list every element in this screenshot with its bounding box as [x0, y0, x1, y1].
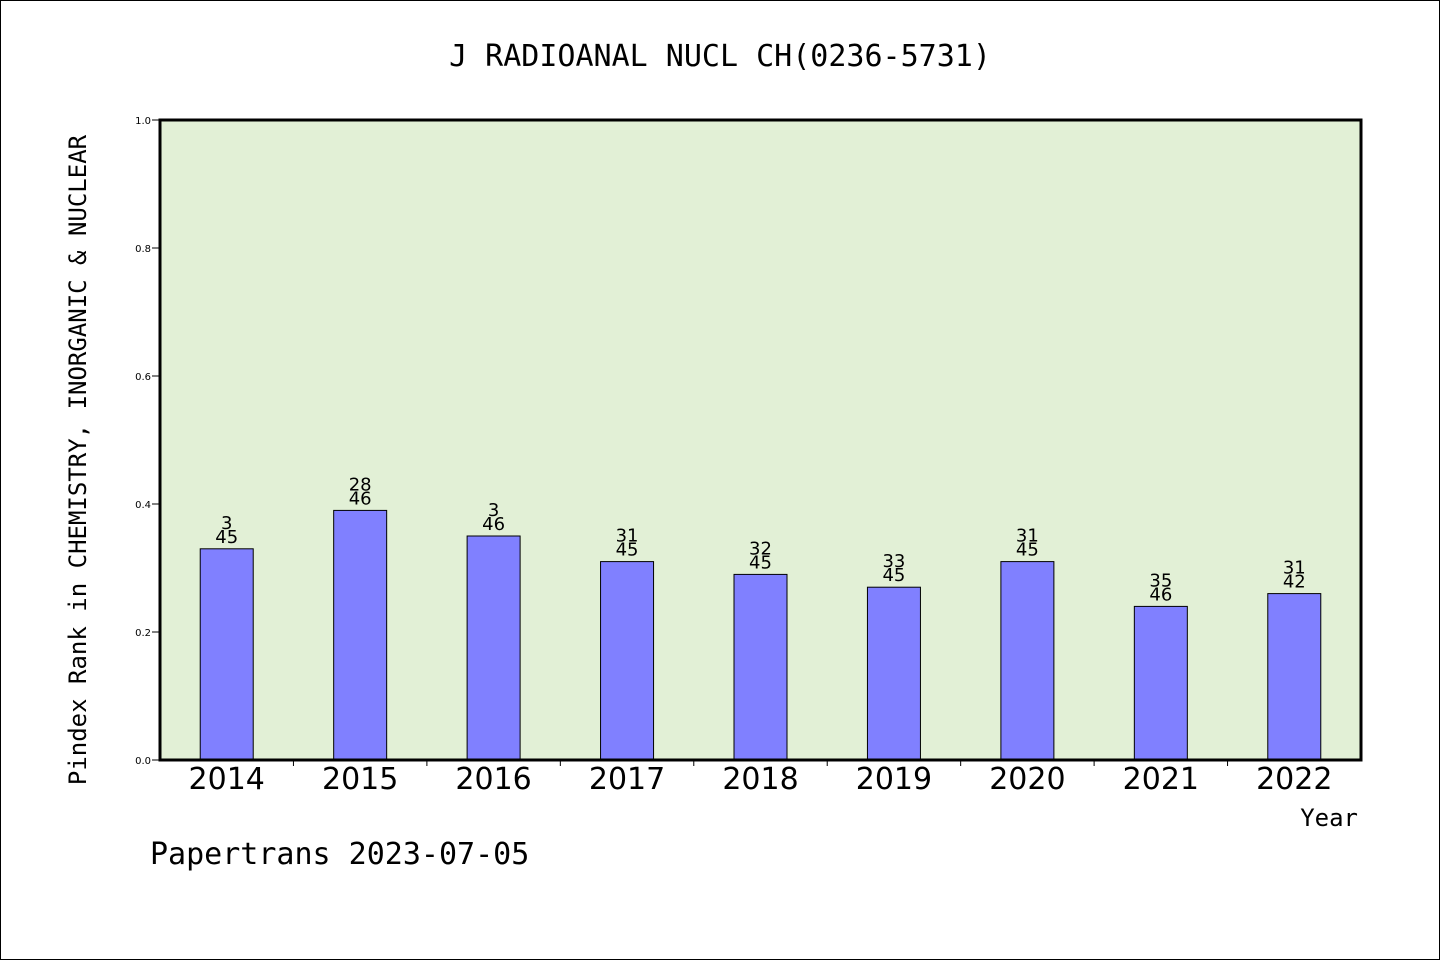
x-tick-label: 2021: [1123, 762, 1199, 797]
bar-total-label: 45: [882, 565, 905, 586]
y-tick-label: 0.8: [135, 244, 151, 255]
bar-rank-label: 32: [749, 538, 772, 559]
bar-rank-label: 31: [1016, 526, 1039, 547]
y-tick-label: 0.0: [135, 756, 151, 767]
bar-2022: [1267, 593, 1322, 761]
y-tick-label: 0.6: [135, 372, 151, 383]
bar-2015: [333, 509, 388, 761]
x-tick-label: 2014: [189, 762, 265, 797]
bar-total-label: 45: [215, 527, 238, 548]
chart-title: J RADIOANAL NUCL CH(0236-5731): [449, 39, 991, 74]
y-tick-label: 1.0: [135, 116, 151, 127]
bar-2014: [199, 548, 254, 761]
x-tick-label: 2017: [589, 762, 665, 797]
footer-credit: Papertrans 2023-07-05: [150, 837, 529, 872]
x-tick-label: 2016: [455, 762, 531, 797]
bar-total-label: 46: [349, 488, 372, 509]
bar-rank-label: 3: [488, 500, 499, 521]
x-tick-label: 2018: [722, 762, 798, 797]
bar-2021: [1133, 605, 1188, 761]
x-axis-label: Year: [1300, 804, 1358, 832]
bar-total-label: 45: [749, 552, 772, 573]
bar-total-label: 45: [616, 540, 639, 561]
bar-2019: [866, 586, 921, 761]
bar-rank-label: 31: [1283, 558, 1306, 579]
x-tick-label: 2015: [322, 762, 398, 797]
bar-rank-label: 31: [616, 526, 639, 547]
bar-rank-label: 35: [1149, 570, 1172, 591]
bar-rank-label: 33: [882, 551, 905, 572]
bar-total-label: 45: [1016, 540, 1039, 561]
y-axis-label: Pindex Rank in CHEMISTRY, INORGANIC & NU…: [64, 134, 92, 785]
bar-total-label: 46: [482, 514, 505, 535]
axis-ticks: 2014 2015 2016 2017 2018 2019 2020 2021 2022 0.0 0…: [135, 116, 1332, 797]
plot-border: [158, 118, 1363, 762]
bar-2016: [466, 535, 521, 761]
bar-total-label: 42: [1283, 572, 1306, 593]
bar-rank-label: 28: [349, 474, 372, 495]
y-tick-label: 0.4: [135, 500, 151, 511]
x-tick-label: 2020: [989, 762, 1065, 797]
x-tick-label: 2022: [1256, 762, 1332, 797]
y-tick-label: 0.2: [135, 628, 151, 639]
bar-total-label: 46: [1149, 584, 1172, 605]
bar-2017: [600, 561, 655, 761]
bar-2018: [733, 573, 788, 761]
bar-2020: [1000, 561, 1055, 761]
bar-rank-label: 3: [221, 513, 232, 534]
x-tick-label: 2019: [856, 762, 932, 797]
